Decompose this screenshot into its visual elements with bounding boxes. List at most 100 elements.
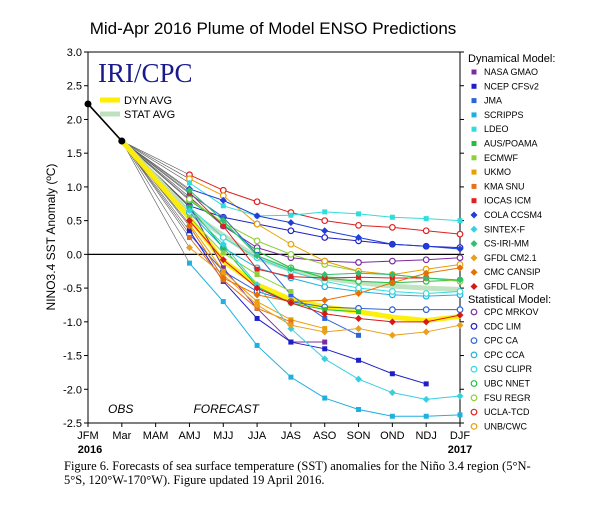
dyn-scripps-point bbox=[254, 342, 260, 348]
dyn-cmc-cansip-point bbox=[185, 222, 193, 230]
y-tick-label: 2.5 bbox=[67, 81, 82, 93]
dyn-ecmwf-point bbox=[254, 272, 260, 278]
dynamical-legend-title: Dynamical Model: bbox=[468, 53, 555, 65]
dyn-gfdl-flor-point bbox=[185, 217, 193, 225]
dyn-cola-ccsm4-point bbox=[388, 240, 396, 248]
dyn-gfdl-cm2-1-point bbox=[253, 301, 261, 309]
legend-kma-snu-label: KMA SNU bbox=[484, 181, 525, 191]
dyn-cmc-cansip-point bbox=[321, 296, 329, 304]
stat-cpc-ca-point bbox=[388, 306, 396, 314]
dyn-gfdl-flor-point bbox=[321, 310, 329, 318]
dyn-nasa-gmao-point bbox=[322, 339, 328, 345]
dyn-gfdl-flor-point bbox=[287, 299, 295, 307]
dyn-ecmwf-point bbox=[220, 250, 226, 256]
stat-fsu-regr-point bbox=[186, 195, 193, 203]
stat-ucla-tcd-point bbox=[422, 227, 430, 235]
stat-ucla-tcd-point bbox=[456, 230, 464, 238]
legend-jma-marker bbox=[471, 98, 477, 104]
dyn-cs-iri-mm-point bbox=[321, 271, 329, 279]
legend-aus-poama-label: AUS/POAMA bbox=[484, 139, 538, 149]
legend-cmc-cansip-label: CMC CANSIP bbox=[484, 267, 541, 277]
x-tick-label: MAM bbox=[143, 430, 169, 442]
forecast-label: FORECAST bbox=[193, 402, 260, 416]
stat-ucla-tcd-point bbox=[321, 217, 329, 225]
stat-unb-cwc-point bbox=[253, 220, 261, 228]
figure-caption: Figure 6. Forecasts of sea surface tempe… bbox=[64, 459, 531, 487]
dyn-sintex-f-point bbox=[219, 240, 227, 248]
dyn-jma-point bbox=[288, 292, 294, 298]
stat-fsu-regr-point bbox=[253, 237, 261, 245]
dyn-scripps-point bbox=[288, 374, 294, 380]
connector-line bbox=[121, 140, 190, 184]
dyn-sintex-f-point bbox=[185, 207, 193, 215]
legend-ldeo-label: LDEO bbox=[484, 124, 509, 134]
legend-gfdl-flor-marker bbox=[470, 283, 478, 290]
stat-cpc-mrkov-point bbox=[355, 259, 362, 266]
dyn-ncep-cfsv2-point bbox=[254, 315, 260, 321]
dyn-cola-ccsm4-point bbox=[355, 234, 363, 241]
dyn-iocas-icm-point bbox=[288, 274, 294, 280]
x-tick-label: DJF bbox=[450, 430, 470, 442]
observed-line bbox=[87, 103, 123, 142]
legend-ukmo-label: UKMO bbox=[484, 167, 511, 177]
dyn-cola-ccsm4-point bbox=[456, 245, 464, 253]
stat-ucla-tcd-point bbox=[388, 223, 396, 231]
year-start-label: 2016 bbox=[78, 444, 102, 456]
dyn-iocas-icm-line bbox=[189, 191, 427, 279]
dyn-cola-ccsm4-point bbox=[422, 242, 430, 250]
dyn-cmc-cansip-point bbox=[456, 264, 464, 272]
dyn-cmc-cansip-point bbox=[388, 279, 396, 287]
dyn-cs-iri-mm-point bbox=[253, 252, 261, 260]
legend-ncep-cfsv2-label: NCEP CFSv2 bbox=[484, 81, 539, 91]
stat-cpc-ca-point bbox=[422, 306, 430, 314]
legend-jma-label: JMA bbox=[484, 96, 502, 106]
dyn-ldeo-point bbox=[356, 211, 362, 217]
dyn-jma-point bbox=[356, 332, 362, 338]
dyn-sintex-f-point bbox=[388, 389, 396, 397]
legend-cola-ccsm4-label: COLA CCSM4 bbox=[484, 210, 542, 220]
dyn-avg-legend-label: DYN AVG bbox=[124, 95, 172, 107]
legend-gfdl-cm2-1-marker bbox=[470, 254, 478, 262]
y-tick-label: -2.5 bbox=[63, 418, 82, 430]
stat-avg-legend-label: STAT AVG bbox=[124, 109, 175, 121]
dyn-ldeo-point bbox=[186, 180, 192, 186]
dyn-scripps-point bbox=[220, 299, 226, 305]
legend-aus-poama-marker bbox=[471, 141, 477, 146]
legend-cpc-ca-marker bbox=[470, 337, 478, 345]
legend-ncep-cfsv2-marker bbox=[471, 83, 477, 89]
legend-ucla-tcd-marker bbox=[470, 408, 478, 416]
stat-csu-clipr-point bbox=[388, 288, 396, 295]
dyn-ncep-cfsv2-point bbox=[322, 346, 328, 352]
dyn-ncep-cfsv2-line bbox=[189, 230, 427, 385]
dyn-cmc-cansip-point bbox=[219, 274, 227, 282]
x-tick-label: SON bbox=[347, 430, 371, 442]
x-tick-label: NDJ bbox=[415, 430, 436, 442]
dyn-aus-poama-line bbox=[189, 206, 359, 313]
y-tick-label: 0.5 bbox=[67, 216, 82, 228]
dyn-ldeo-point bbox=[322, 209, 328, 215]
plot-frame bbox=[87, 51, 461, 424]
dyn-cs-iri-mm-point bbox=[287, 265, 295, 273]
stat-unb-cwc-point bbox=[287, 240, 295, 248]
x-tick-label: OND bbox=[380, 430, 405, 442]
x-tick-label: MJJ bbox=[213, 430, 233, 442]
dyn-gfdl-flor-point bbox=[355, 314, 363, 322]
dyn-gfdl-flor-point bbox=[422, 318, 430, 326]
stat-avg-line bbox=[120, 139, 461, 292]
dyn-ldeo-point bbox=[288, 212, 294, 218]
dyn-cola-ccsm4-point bbox=[287, 219, 295, 227]
dyn-gfdl-flor-point bbox=[388, 318, 396, 326]
dyn-gfdl-cm2-1-point bbox=[456, 321, 464, 329]
dyn-ldeo-point bbox=[457, 218, 463, 224]
dyn-cs-iri-mm-point bbox=[456, 276, 464, 284]
y-tick-label: 2.0 bbox=[67, 114, 82, 126]
legend-iocas-icm-marker bbox=[471, 198, 477, 204]
dyn-gfdl-flor-point bbox=[456, 311, 464, 319]
dyn-cmc-cansip-point bbox=[253, 291, 261, 299]
connector-line bbox=[121, 140, 190, 191]
y-tick-label: -2.0 bbox=[63, 384, 82, 396]
dyn-scripps-point bbox=[322, 395, 328, 401]
stat-cpc-mrkov-point bbox=[388, 257, 396, 265]
dyn-gfdl-cm2-1-point bbox=[321, 328, 329, 336]
legend-ucla-tcd-label: UCLA-TCD bbox=[484, 407, 530, 417]
